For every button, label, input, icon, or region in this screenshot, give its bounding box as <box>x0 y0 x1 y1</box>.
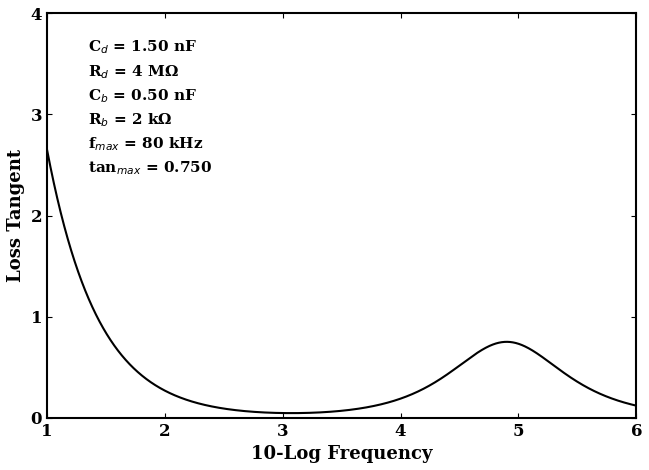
X-axis label: 10-Log Frequency: 10-Log Frequency <box>251 445 432 463</box>
Y-axis label: Loss Tangent: Loss Tangent <box>7 149 25 282</box>
Text: C$_{d}$ = 1.50 nF
R$_{d}$ = 4 MΩ
C$_{b}$ = 0.50 nF
R$_{b}$ = 2 kΩ
f$_{max}$ = 80: C$_{d}$ = 1.50 nF R$_{d}$ = 4 MΩ C$_{b}$… <box>88 39 212 177</box>
